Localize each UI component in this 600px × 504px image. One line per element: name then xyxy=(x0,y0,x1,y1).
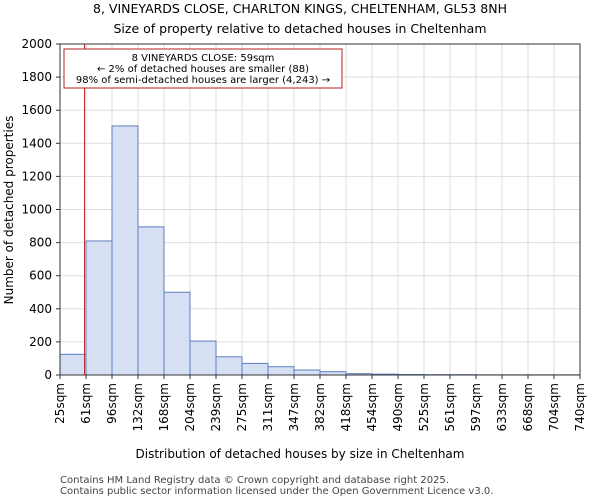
x-tick-label: 668sqm xyxy=(521,383,535,431)
chart-subtitle: Size of property relative to detached ho… xyxy=(114,21,487,36)
y-tick-label: 800 xyxy=(29,236,52,250)
x-axis-label: Distribution of detached houses by size … xyxy=(136,447,465,461)
footer-line-2: Contains public sector information licen… xyxy=(60,486,493,497)
x-tick-label: 525sqm xyxy=(417,383,431,431)
y-axis-label: Number of detached properties xyxy=(2,116,16,305)
bar xyxy=(190,341,216,375)
footer-line-1: Contains HM Land Registry data © Crown c… xyxy=(60,475,449,486)
x-tick-label: 454sqm xyxy=(365,383,379,431)
y-axis: 0 200 400 600 800 1000 1200 1400 1600 1800 2000 xyxy=(21,37,60,382)
bar xyxy=(86,241,112,375)
x-tick-label: 597sqm xyxy=(469,383,483,431)
y-tick-label: 400 xyxy=(29,302,52,316)
bar xyxy=(268,367,294,375)
y-tick-label: 2000 xyxy=(21,37,52,51)
x-tick-label: 347sqm xyxy=(287,383,301,431)
y-tick-label: 200 xyxy=(29,335,52,349)
x-axis: 25sqm 61sqm 96sqm 132sqm 168sqm 204sqm 239sqm 2… xyxy=(53,375,587,431)
x-tick-label: 418sqm xyxy=(339,383,353,431)
y-tick-label: 1200 xyxy=(21,169,52,183)
x-tick-label: 239sqm xyxy=(209,383,223,431)
annotation-box: 8 VINEYARDS CLOSE: 59sqm ← 2% of detache… xyxy=(64,49,342,88)
x-tick-label: 168sqm xyxy=(157,383,171,431)
y-tick-label: 0 xyxy=(44,368,52,382)
x-tick-label: 561sqm xyxy=(443,383,457,431)
y-tick-label: 1600 xyxy=(21,103,52,117)
x-tick-label: 275sqm xyxy=(235,383,249,431)
y-tick-label: 1400 xyxy=(21,136,52,150)
x-tick-label: 704sqm xyxy=(547,383,561,431)
bar xyxy=(60,354,86,375)
x-tick-label: 25sqm xyxy=(53,383,67,424)
annotation-line-2: ← 2% of detached houses are smaller (88) xyxy=(97,64,309,75)
bar xyxy=(242,363,268,375)
y-tick-label: 600 xyxy=(29,269,52,283)
x-tick-label: 490sqm xyxy=(391,383,405,431)
y-tick-label: 1000 xyxy=(21,203,52,217)
bar xyxy=(164,292,190,375)
x-tick-label: 633sqm xyxy=(495,383,509,431)
annotation-line-3: 98% of semi-detached houses are larger (… xyxy=(76,75,330,86)
x-tick-label: 740sqm xyxy=(573,383,587,431)
x-tick-label: 204sqm xyxy=(183,383,197,431)
x-tick-label: 96sqm xyxy=(105,383,119,424)
bar xyxy=(216,357,242,375)
x-tick-label: 311sqm xyxy=(261,383,275,431)
bar xyxy=(294,370,320,375)
x-tick-label: 382sqm xyxy=(313,383,327,431)
x-tick-label: 132sqm xyxy=(131,383,145,431)
bar xyxy=(138,227,164,375)
x-tick-label: 61sqm xyxy=(79,383,93,424)
y-tick-label: 1800 xyxy=(21,70,52,84)
bar xyxy=(112,126,138,375)
chart-title: 8, VINEYARDS CLOSE, CHARLTON KINGS, CHEL… xyxy=(93,1,507,16)
annotation-line-1: 8 VINEYARDS CLOSE: 59sqm xyxy=(132,53,275,64)
